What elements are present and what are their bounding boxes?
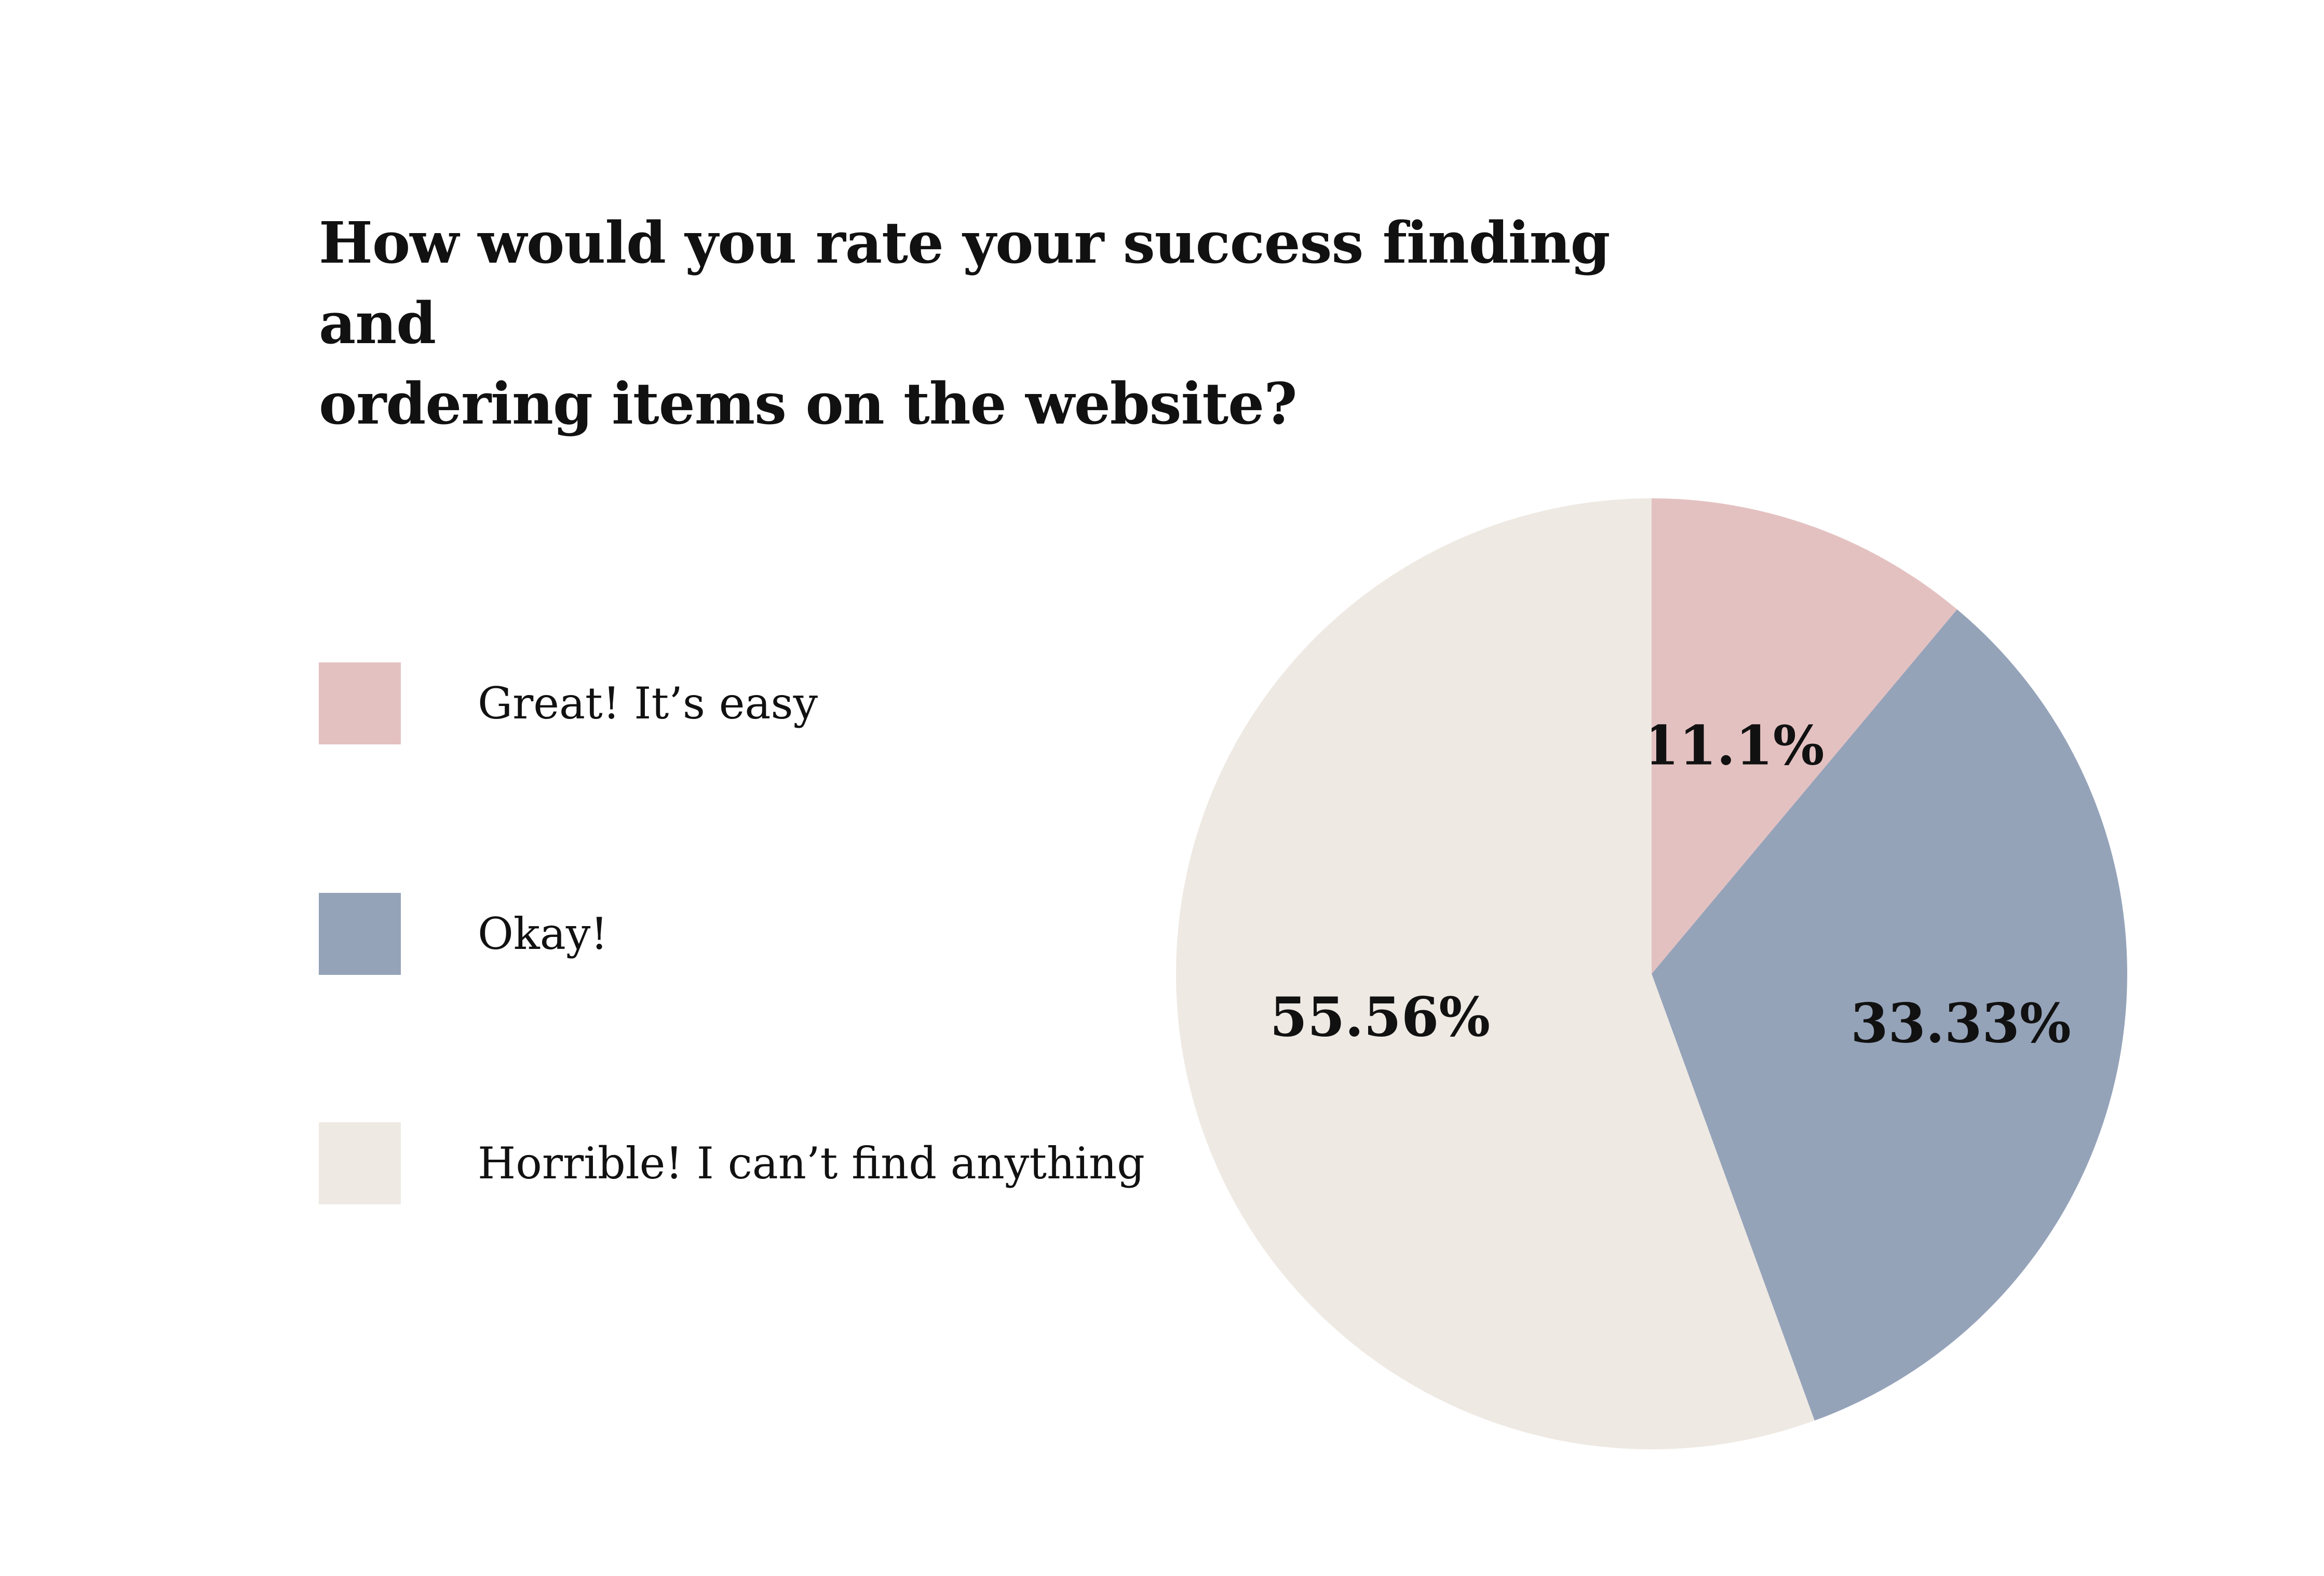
legend-swatch-horrible: [319, 1122, 401, 1204]
legend-label-great: Great! It’s easy: [478, 678, 818, 729]
pie-slice-horrible: [1176, 498, 1815, 1449]
chart-title: How would you rate your success finding …: [319, 209, 1610, 437]
data-label-great: 11.1%: [1641, 714, 1824, 778]
pie-slice-great: [1652, 498, 1957, 974]
legend-label-okay: Okay!: [478, 908, 609, 959]
legend-item-great: Great! It’s easy: [319, 662, 1201, 744]
legend-swatch-great: [319, 662, 401, 744]
legend-item-okay: Okay!: [319, 893, 1201, 975]
data-label-okay: 33.33%: [1850, 991, 2071, 1055]
data-label-horrible: 55.56%: [1270, 985, 1490, 1049]
chart-legend: Great! It’s easy Okay! Horrible! I can’t…: [319, 0, 1201, 1576]
legend-swatch-okay: [319, 893, 401, 975]
legend-label-horrible: Horrible! I can’t find anything: [478, 1138, 1145, 1189]
legend-item-horrible: Horrible! I can’t find anything: [319, 1122, 1201, 1204]
pie-slice-okay: [1652, 609, 2127, 1421]
